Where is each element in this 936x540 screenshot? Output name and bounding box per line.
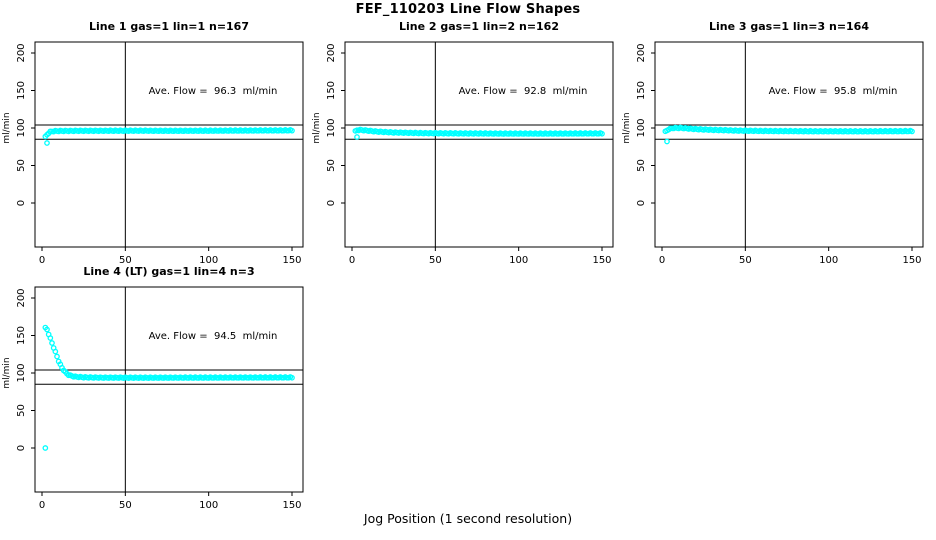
svg-text:0: 0: [326, 200, 337, 206]
svg-text:150: 150: [326, 81, 337, 100]
svg-text:100: 100: [16, 363, 27, 382]
svg-text:200: 200: [636, 43, 647, 62]
svg-text:0: 0: [349, 255, 355, 266]
avg-flow-annotation: Ave. Flow = 94.5 ml/min: [148, 331, 278, 342]
panel-line-1: Line 1 gas=1 lin=1 n=167 Ave. Flow = 96.…: [0, 18, 312, 268]
svg-text:150: 150: [592, 255, 611, 266]
svg-text:100: 100: [199, 500, 218, 511]
svg-text:200: 200: [16, 288, 27, 307]
panel-title: Line 2 gas=1 lin=2 n=162: [398, 20, 559, 33]
avg-flow-annotation: Ave. Flow = 92.8 ml/min: [458, 86, 588, 97]
svg-text:0: 0: [39, 500, 45, 511]
avg-flow-annotation: Ave. Flow = 95.8 ml/min: [768, 86, 898, 97]
svg-text:150: 150: [16, 81, 27, 100]
svg-text:100: 100: [326, 118, 337, 137]
panel-line-2: Line 2 gas=1 lin=2 n=162 Ave. Flow = 92.…: [310, 18, 622, 268]
svg-text:ml/min: ml/min: [312, 112, 322, 143]
svg-text:150: 150: [902, 255, 921, 266]
svg-text:150: 150: [282, 255, 301, 266]
x-axis-label: Jog Position (1 second resolution): [363, 511, 573, 526]
svg-text:0: 0: [16, 445, 27, 451]
svg-text:150: 150: [16, 326, 27, 345]
svg-text:100: 100: [819, 255, 838, 266]
svg-text:100: 100: [16, 118, 27, 137]
svg-text:100: 100: [199, 255, 218, 266]
svg-text:ml/min: ml/min: [622, 112, 632, 143]
scatter-plot-line-1: 0 50 100 150 0 50 100 150 200 ml/min: [2, 41, 304, 266]
svg-text:ml/min: ml/min: [2, 357, 12, 388]
svg-text:50: 50: [16, 159, 27, 172]
panel-title: Line 4 (LT) gas=1 lin=4 n=3: [83, 265, 255, 278]
avg-flow-annotation: Ave. Flow = 96.3 ml/min: [148, 86, 278, 97]
svg-text:50: 50: [636, 159, 647, 172]
svg-text:50: 50: [326, 159, 337, 172]
svg-text:200: 200: [326, 43, 337, 62]
svg-text:50: 50: [119, 255, 132, 266]
svg-text:50: 50: [119, 500, 132, 511]
panel-line-3: Line 3 gas=1 lin=3 n=164 Ave. Flow = 95.…: [620, 18, 932, 268]
svg-text:50: 50: [739, 255, 752, 266]
svg-text:150: 150: [282, 500, 301, 511]
svg-text:0: 0: [636, 200, 647, 206]
svg-text:0: 0: [659, 255, 665, 266]
svg-text:100: 100: [636, 118, 647, 137]
svg-text:0: 0: [16, 200, 27, 206]
svg-text:ml/min: ml/min: [2, 112, 12, 143]
scatter-plot-line-4: 0 50 100 150 0 50 100 150 200 ml/min: [2, 286, 304, 511]
svg-text:150: 150: [636, 81, 647, 100]
panel-title: Line 1 gas=1 lin=1 n=167: [88, 20, 249, 33]
scatter-plot-line-3: 0 50 100 150 0 50 100 150 200 ml/min: [622, 41, 924, 266]
scatter-plot-line-2: 0 50 100 150 0 50 100 150 200 ml/min: [312, 41, 614, 266]
svg-text:50: 50: [429, 255, 442, 266]
page-title: FEF_110203 Line Flow Shapes: [355, 2, 581, 17]
svg-text:0: 0: [39, 255, 45, 266]
svg-text:200: 200: [16, 43, 27, 62]
svg-text:50: 50: [16, 404, 27, 417]
panel-line-4: Line 4 (LT) gas=1 lin=4 n=3 Ave. Flow = …: [0, 263, 312, 513]
svg-text:100: 100: [509, 255, 528, 266]
panel-title: Line 3 gas=1 lin=3 n=164: [708, 20, 869, 33]
